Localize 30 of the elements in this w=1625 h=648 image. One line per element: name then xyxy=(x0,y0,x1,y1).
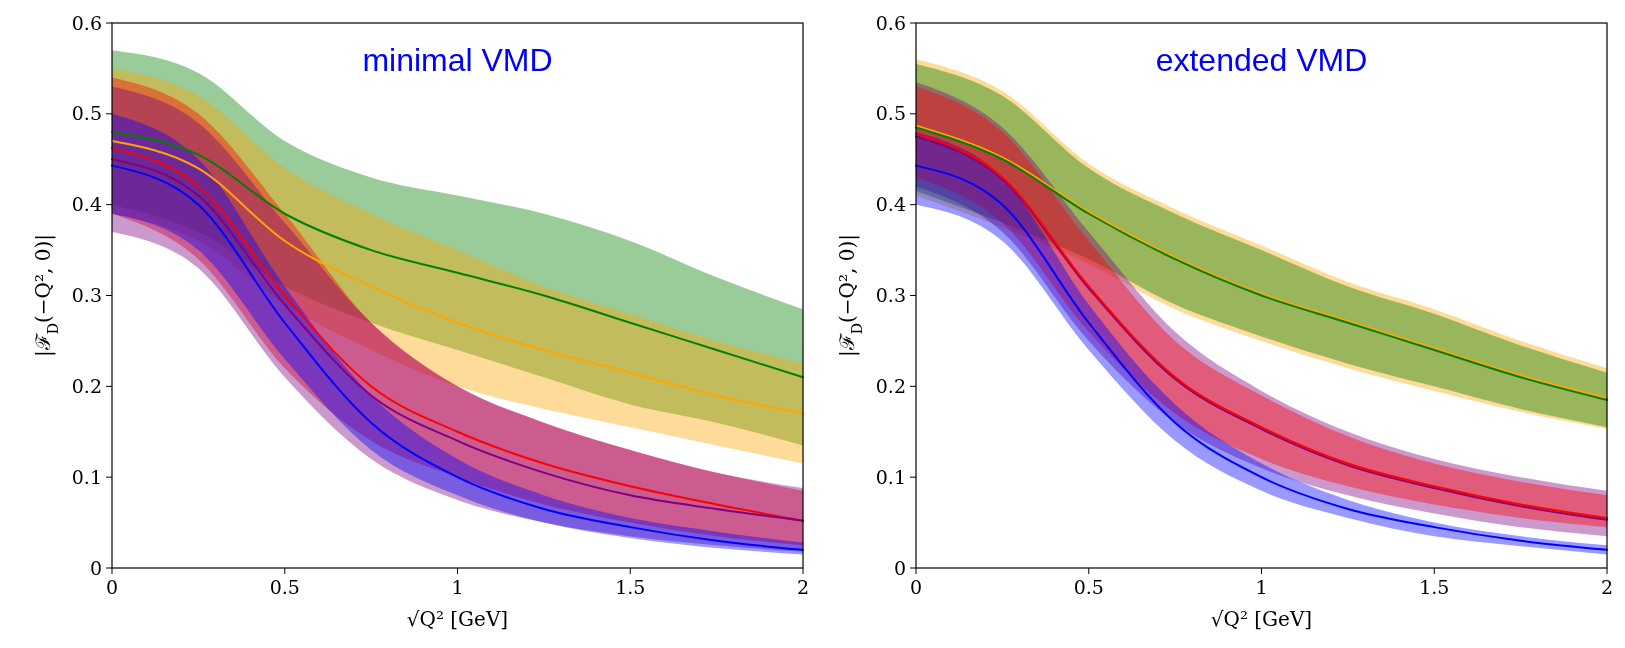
y-tick-label: 0 xyxy=(893,556,906,579)
y-tick-label: 0.5 xyxy=(71,102,102,125)
y-tick-label: 0.2 xyxy=(71,374,102,397)
x-tick-label: 0 xyxy=(909,576,923,598)
y-tick-label: 0 xyxy=(89,556,102,579)
x-tick-label: 1 xyxy=(1255,576,1268,598)
line-series xyxy=(111,131,804,379)
y-tick-label: 0.1 xyxy=(71,465,102,488)
y-tick-label: 0.3 xyxy=(875,284,906,307)
y-tick-label: 0.4 xyxy=(875,193,906,216)
x-tick-label: 1 xyxy=(451,576,464,598)
x-tick-label: 1.5 xyxy=(1419,576,1450,598)
y-tick-label: 0.1 xyxy=(875,465,906,488)
x-tick-label: 1.5 xyxy=(615,576,646,598)
x-tick-label: 0.5 xyxy=(269,576,300,598)
y-tick-label: 0.6 xyxy=(875,11,906,34)
y-tick-label: 0.2 xyxy=(875,374,906,397)
text: extended VMD xyxy=(1155,42,1368,78)
y-tick-label: 0.4 xyxy=(71,193,102,216)
x-tick-label: 0.5 xyxy=(1073,576,1104,598)
line-series xyxy=(111,140,804,415)
y-tick-label: 0.5 xyxy=(875,102,906,125)
x-tick-label: 0 xyxy=(105,576,119,598)
y-tick-label: 0.3 xyxy=(71,284,102,307)
x-axis-title: √Q² [GeV] xyxy=(406,607,509,631)
x-tick-label: 2 xyxy=(1600,576,1614,598)
text: minimal VMD xyxy=(362,42,553,78)
y-tick-label: 0.6 xyxy=(71,11,102,34)
x-tick-label: 2 xyxy=(796,576,810,598)
x-axis-title: √Q² [GeV] xyxy=(1210,607,1313,631)
